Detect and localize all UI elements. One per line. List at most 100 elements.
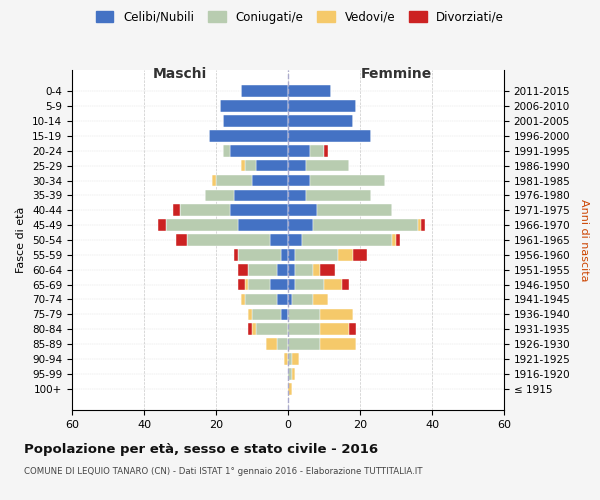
Bar (252, 174, 288, 186)
Bar (241, 160, 245, 172)
Bar (320, 338, 356, 350)
Bar (320, 264, 335, 276)
Bar (223, 145, 230, 156)
Bar (313, 220, 418, 231)
Bar (292, 294, 313, 306)
Bar (270, 279, 288, 290)
Bar (288, 100, 356, 112)
Bar (310, 145, 324, 156)
Bar (241, 86, 288, 97)
Legend: Celibi/Nubili, Coniugati/e, Vedovi/e, Divorziati/e: Celibi/Nubili, Coniugati/e, Vedovi/e, Di… (91, 6, 509, 28)
Bar (288, 308, 320, 320)
Bar (288, 145, 310, 156)
Bar (288, 294, 292, 306)
Bar (288, 204, 317, 216)
Bar (234, 190, 288, 201)
Bar (349, 324, 356, 335)
Bar (176, 234, 187, 246)
Bar (288, 338, 320, 350)
Bar (245, 294, 277, 306)
Bar (295, 249, 338, 260)
Bar (320, 308, 353, 320)
Bar (317, 204, 392, 216)
Bar (205, 190, 234, 201)
Bar (266, 338, 277, 350)
Bar (418, 220, 421, 231)
Bar (421, 220, 425, 231)
Bar (288, 174, 310, 186)
Bar (342, 279, 349, 290)
Bar (288, 190, 306, 201)
Bar (288, 234, 302, 246)
Bar (248, 324, 252, 335)
Bar (256, 324, 288, 335)
Bar (173, 204, 180, 216)
Bar (281, 308, 288, 320)
Bar (216, 174, 252, 186)
Bar (396, 234, 400, 246)
Bar (245, 279, 248, 290)
Bar (324, 145, 328, 156)
Bar (238, 264, 248, 276)
Bar (302, 234, 392, 246)
Bar (220, 100, 288, 112)
Bar (288, 279, 295, 290)
Bar (353, 249, 367, 260)
Bar (324, 279, 342, 290)
Text: COMUNE DI LEQUIO TANARO (CN) - Dati ISTAT 1° gennaio 2016 - Elaborazione TUTTITA: COMUNE DI LEQUIO TANARO (CN) - Dati ISTA… (24, 468, 422, 476)
Bar (234, 249, 238, 260)
Bar (248, 308, 252, 320)
Bar (256, 160, 288, 172)
Bar (320, 324, 349, 335)
Bar (252, 308, 281, 320)
Text: Popolazione per età, sesso e stato civile - 2016: Popolazione per età, sesso e stato civil… (24, 442, 378, 456)
Bar (313, 264, 320, 276)
Bar (288, 324, 320, 335)
Y-axis label: Fasce di età: Fasce di età (16, 207, 26, 273)
Bar (306, 160, 349, 172)
Bar (238, 279, 245, 290)
Text: Femmine: Femmine (361, 67, 431, 81)
Bar (277, 338, 288, 350)
Bar (187, 234, 270, 246)
Bar (277, 294, 288, 306)
Bar (281, 249, 288, 260)
Bar (230, 204, 288, 216)
Bar (338, 249, 353, 260)
Bar (288, 160, 306, 172)
Bar (238, 220, 288, 231)
Bar (248, 264, 277, 276)
Bar (238, 249, 281, 260)
Bar (209, 130, 288, 141)
Bar (288, 86, 331, 97)
Bar (295, 264, 313, 276)
Bar (288, 220, 313, 231)
Bar (158, 220, 166, 231)
Bar (248, 279, 270, 290)
Bar (288, 115, 353, 127)
Bar (392, 234, 396, 246)
Bar (313, 294, 328, 306)
Bar (270, 234, 288, 246)
Bar (166, 220, 238, 231)
Bar (306, 190, 371, 201)
Y-axis label: Anni di nascita: Anni di nascita (579, 198, 589, 281)
Text: Maschi: Maschi (153, 67, 207, 81)
Bar (292, 353, 299, 365)
Bar (295, 279, 324, 290)
Bar (284, 353, 288, 365)
Bar (288, 130, 371, 141)
Bar (252, 324, 256, 335)
Bar (223, 115, 288, 127)
Bar (288, 249, 295, 260)
Bar (245, 160, 256, 172)
Bar (288, 353, 292, 365)
Bar (288, 368, 292, 380)
Bar (180, 204, 230, 216)
Bar (310, 174, 385, 186)
Bar (212, 174, 216, 186)
Bar (241, 294, 245, 306)
Bar (277, 264, 288, 276)
Bar (288, 383, 292, 394)
Bar (288, 264, 295, 276)
